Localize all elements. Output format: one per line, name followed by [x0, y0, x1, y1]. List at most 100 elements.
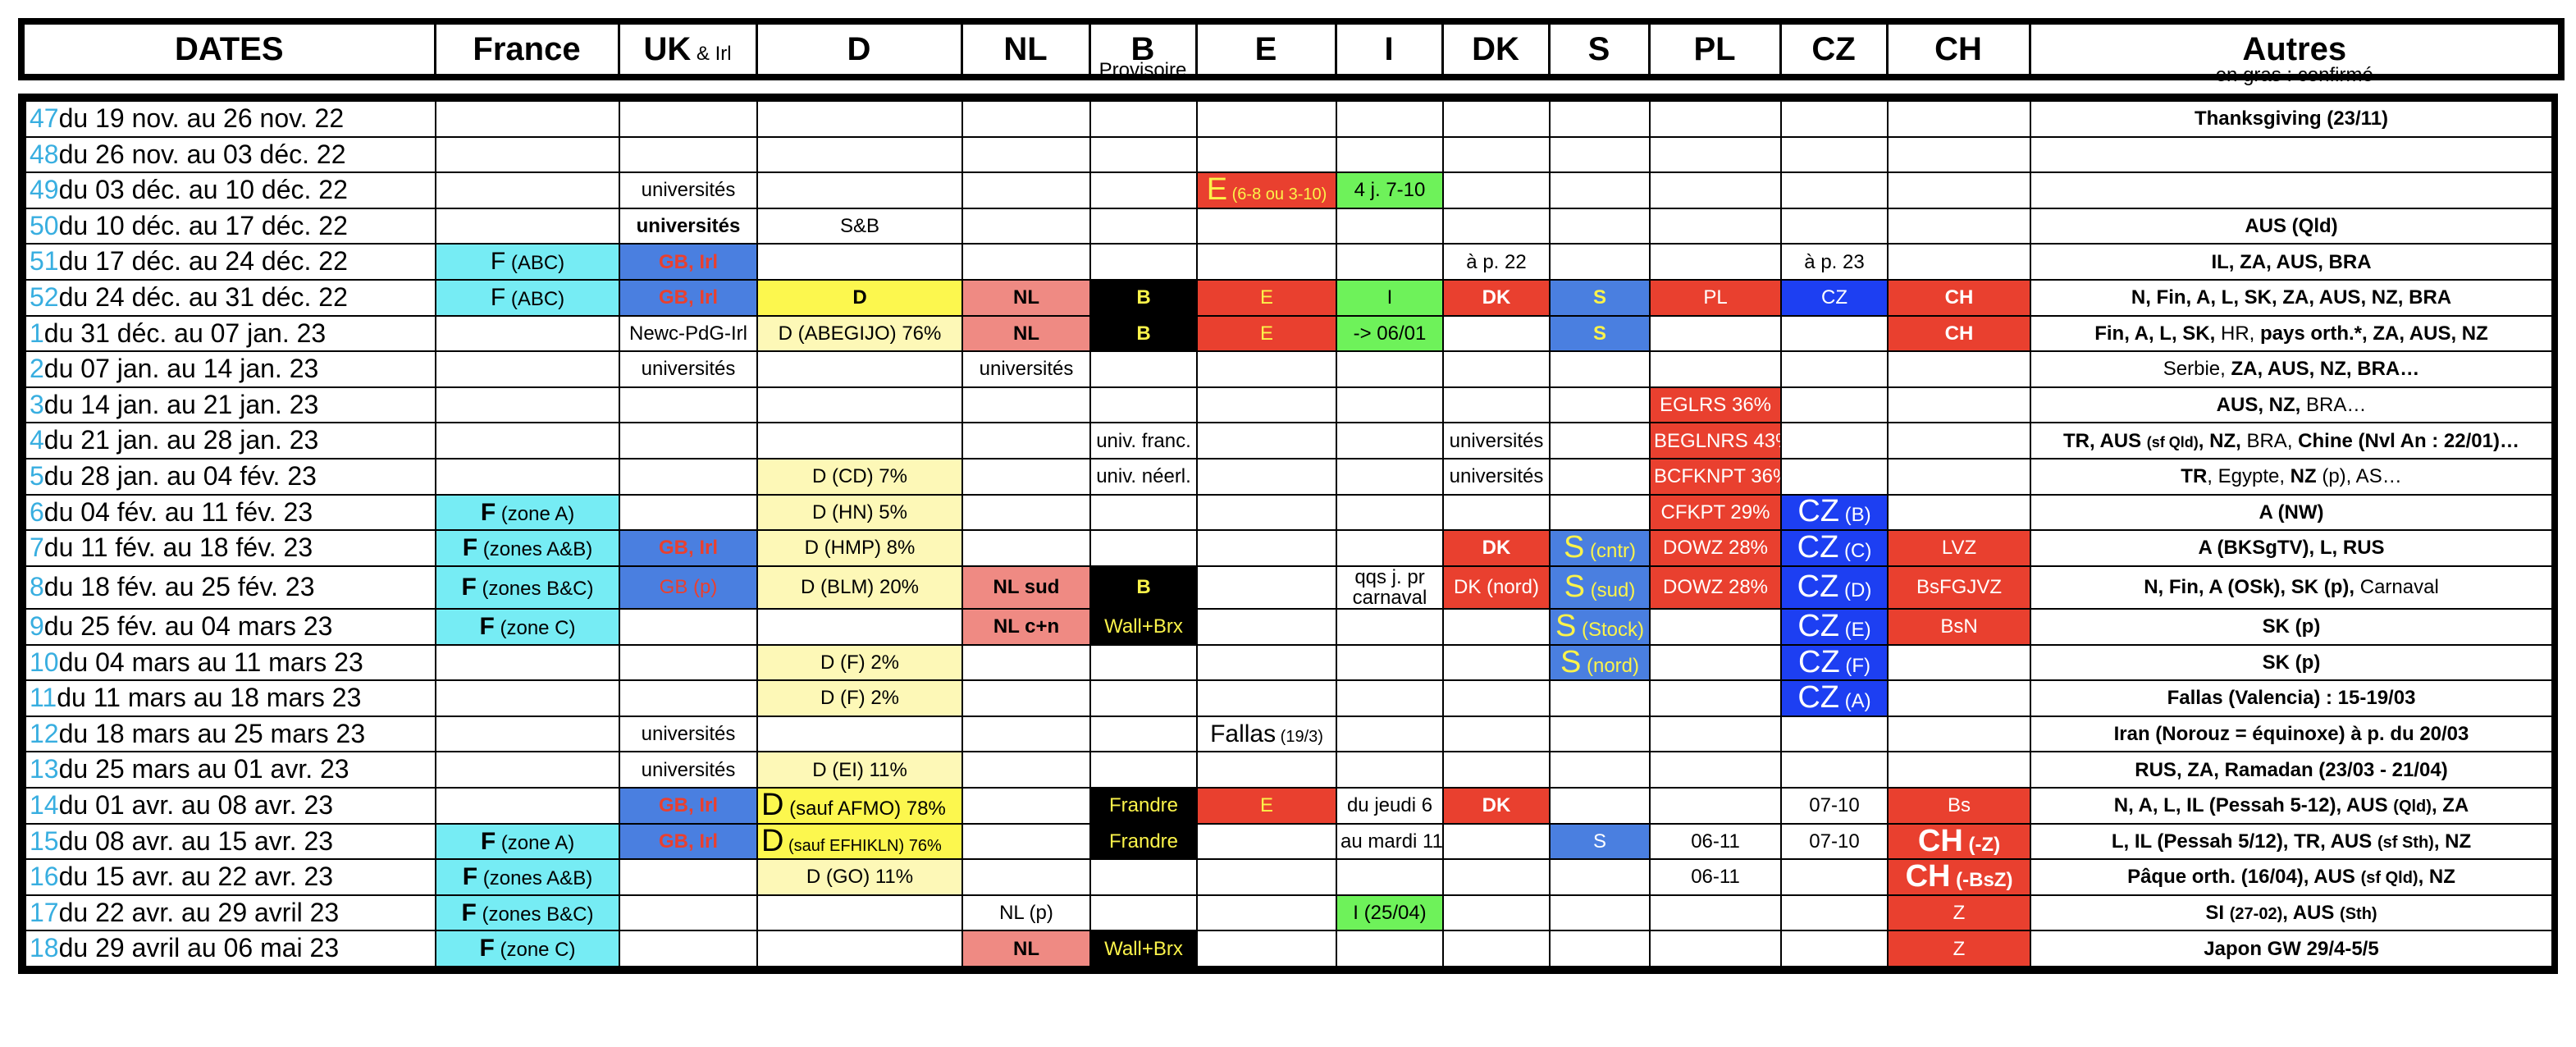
france-cell [435, 314, 620, 353]
nl-cell [961, 787, 1091, 825]
france-cell: F (zone C) [435, 608, 620, 646]
i-cell: -> 06/01 [1336, 314, 1444, 353]
dk-cell [1442, 386, 1551, 424]
pl-cell: 06-11 [1649, 858, 1782, 896]
autres-cell: IL, ZA, AUS, BRA [2030, 243, 2553, 281]
france-cell [435, 422, 620, 459]
col-cz: CZ [1779, 18, 1889, 80]
i-cell: 4 j. 7-10 [1336, 171, 1444, 209]
date-cell: 5du 28 jan. au 04 fév. 23 [25, 457, 436, 496]
dk-cell [1442, 171, 1551, 209]
france-cell [435, 100, 620, 138]
col-autres: Autres en gras : confirmé [2028, 18, 2565, 86]
uk-cell [619, 679, 758, 717]
header-row: DATES France UK & Irl D NL B Provisoire E… [18, 18, 2565, 86]
date-cell: 50du 10 déc. au 17 déc. 22 [25, 207, 436, 245]
autres-cell: N, A, L, IL (Pessah 5-12), AUS (Qld), ZA [2030, 787, 2553, 825]
cz-cell [1780, 100, 1889, 138]
france-note: (zone A) [496, 502, 575, 525]
dk-cell [1442, 930, 1551, 968]
uk-cell: Newc-PdG-Irl [619, 314, 758, 353]
s-cell [1549, 930, 1651, 968]
france-label: F [461, 574, 477, 601]
col-nl: NL [960, 18, 1091, 80]
col-uk-small: & Irl [691, 42, 732, 65]
date-range: du 11 mars au 18 mars 23 [57, 683, 362, 713]
ch-note: (-BsZ) [1950, 869, 2013, 892]
pl-cell [1649, 787, 1782, 825]
cz-cell [1780, 715, 1889, 753]
date-range: du 31 déc. au 07 jan. 23 [43, 318, 327, 348]
s-cell [1549, 751, 1651, 789]
date-cell: 48du 26 nov. au 03 déc. 22 [25, 135, 436, 174]
e-cell [1196, 894, 1337, 932]
ch-cell: CH (-BsZ) [1887, 858, 2031, 896]
autres-cell: N, Fin, A, L, SK, ZA, AUS, NZ, BRA [2030, 278, 2553, 317]
nl-cell: NL [961, 930, 1091, 968]
e-cell [1196, 100, 1337, 138]
dk-cell [1442, 608, 1551, 646]
cz-cell: CZ [1780, 278, 1889, 317]
i-cell [1336, 493, 1444, 532]
e-cell [1196, 930, 1337, 968]
pl-cell [1649, 207, 1782, 245]
d-cell: D (F) 2% [756, 643, 963, 682]
i-cell [1336, 207, 1444, 245]
e-cell [1196, 858, 1337, 896]
uk-cell [619, 386, 758, 424]
e-note: (19/3) [1276, 727, 1323, 746]
e-cell [1196, 493, 1337, 532]
uk-cell [619, 422, 758, 459]
table-row: 1du 31 déc. au 07 jan. 23 Newc-PdG-Irl D… [25, 314, 2553, 353]
france-cell: F (zones A&B) [435, 858, 620, 896]
nl-cell [961, 100, 1091, 138]
pl-cell: BCFKNPT 36% [1649, 457, 1782, 496]
e-cell: Fallas (19/3) [1196, 715, 1337, 753]
table-row: 4du 21 jan. au 28 jan. 23 univ. franc. u… [25, 422, 2553, 459]
s-cell: S (Stock) [1549, 608, 1651, 646]
d-label: D [761, 788, 784, 822]
week-number: 52 [30, 281, 59, 312]
ch-cell [1887, 679, 2031, 717]
ch-cell [1887, 643, 2031, 682]
date-range: du 17 déc. au 24 déc. 22 [58, 246, 348, 277]
cz-cell [1780, 457, 1889, 496]
uk-cell: GB, Irl [619, 822, 758, 861]
cz-cell: 07-10 [1780, 822, 1889, 861]
week-number: 47 [30, 103, 59, 133]
autres-cell: AUS (Qld) [2030, 207, 2553, 245]
b-cell: univ. franc. [1089, 422, 1198, 459]
calendar-grid: 47du 19 nov. au 26 nov. 22 Thanksgiving … [25, 100, 2553, 968]
i-cell [1336, 529, 1444, 567]
france-cell: F (zones B&C) [435, 565, 620, 610]
i-cell [1336, 679, 1444, 717]
date-range: du 21 jan. au 28 jan. 23 [43, 425, 319, 455]
s-cell [1549, 493, 1651, 532]
d-cell [756, 100, 963, 138]
nl-cell [961, 386, 1091, 424]
nl-cell: NL [961, 314, 1091, 353]
date-range: du 03 déc. au 10 déc. 22 [58, 175, 348, 205]
cz-cell [1780, 751, 1889, 789]
ch-label: CH [1905, 859, 1951, 894]
b-cell: Wall+Brx [1089, 608, 1198, 646]
table-row: 49du 03 déc. au 10 déc. 22 universités E… [25, 171, 2553, 209]
date-cell: 7du 11 fév. au 18 fév. 23 [25, 529, 436, 567]
pl-cell: DOWZ 28% [1649, 565, 1782, 610]
france-cell [435, 350, 620, 388]
france-cell: F (ABC) [435, 278, 620, 317]
pl-cell [1649, 171, 1782, 209]
i-cell: du jeudi 6 [1336, 787, 1444, 825]
e-cell [1196, 679, 1337, 717]
uk-cell [619, 930, 758, 968]
uk-cell: GB, Irl [619, 243, 758, 281]
ch-cell [1887, 100, 2031, 138]
dk-cell [1442, 643, 1551, 682]
france-cell [435, 787, 620, 825]
nl-cell [961, 457, 1091, 496]
b-cell [1089, 207, 1198, 245]
nl-cell: NL [961, 278, 1091, 317]
pl-cell [1649, 100, 1782, 138]
cz-cell: CZ (E) [1780, 608, 1889, 646]
uk-cell [619, 643, 758, 682]
